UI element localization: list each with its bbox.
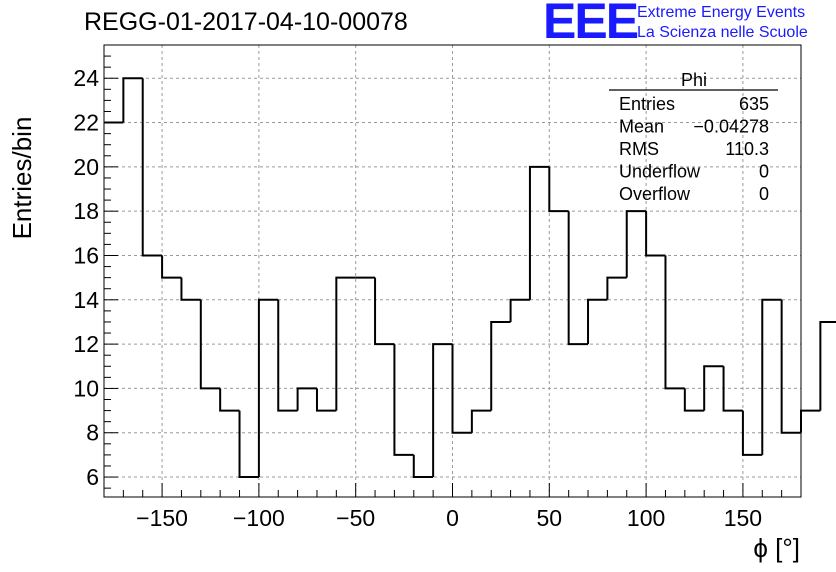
histogram-bin <box>238 410 259 479</box>
y-tick-label: 8 <box>86 420 99 446</box>
stats-row-label: RMS <box>619 139 659 159</box>
stats-row-label: Underflow <box>619 162 701 182</box>
tick-labels: −150 −100 −50 0 50 100 150 6 8 10 12 14 16 18 20 22 24 <box>73 65 762 531</box>
histogram-bin <box>393 344 414 456</box>
y-tick-label: 24 <box>73 65 99 91</box>
histogram-bin <box>722 366 743 412</box>
y-tick-label: 20 <box>73 154 99 180</box>
histogram-series <box>104 77 836 479</box>
y-tick-label: 16 <box>73 242 99 268</box>
histogram-bin <box>606 276 627 300</box>
x-tick-label: 0 <box>446 505 459 531</box>
y-tick-label: 18 <box>73 198 99 224</box>
x-tick-label: −100 <box>233 505 285 531</box>
histogram-bin <box>199 299 221 390</box>
logo-caption-line1: Extreme Energy Events <box>637 4 806 21</box>
y-tick-label: 6 <box>86 464 99 490</box>
logo-caption-line2: La Scienza nelle Scuole <box>637 24 808 41</box>
stats-box: Phi Entries 635 Mean −0.04278 RMS 110.3 Underf… <box>609 70 778 204</box>
histogram-bin <box>703 365 724 411</box>
chart-title: REGG-01-2017-04-10-00078 <box>84 8 408 36</box>
histogram-bin <box>741 410 763 456</box>
histogram-bin <box>490 320 511 411</box>
histogram-bin <box>761 298 782 455</box>
histogram-bin <box>335 276 356 411</box>
histogram-bin <box>296 387 317 411</box>
x-tick-label: 150 <box>724 505 762 531</box>
histogram-bin <box>180 277 201 301</box>
histogram-bin <box>645 211 666 257</box>
x-tick-label: 100 <box>627 505 665 531</box>
stats-row-label: Overflow <box>619 184 691 204</box>
stats-row-value: 0 <box>759 162 769 182</box>
histogram-bin <box>315 388 337 412</box>
histogram-bin <box>277 299 298 412</box>
histogram-bin <box>412 454 434 479</box>
x-tick-label: −150 <box>136 505 188 531</box>
histogram-bin <box>819 320 836 411</box>
y-tick-label: 10 <box>73 375 99 401</box>
stats-row-value: 0 <box>759 184 769 204</box>
y-tick-label: 12 <box>73 331 99 357</box>
histogram-bin <box>161 255 182 279</box>
histogram-bin <box>587 298 608 345</box>
histogram-bin <box>374 277 395 346</box>
histogram-bin <box>470 409 492 433</box>
histogram-bin <box>257 298 279 478</box>
histogram-bin <box>625 210 647 278</box>
y-tick-label: 14 <box>73 287 99 313</box>
histogram-bin <box>432 343 453 478</box>
histogram-bin <box>219 388 240 412</box>
stats-row-value: −0.04278 <box>693 117 769 137</box>
x-tick-label: 50 <box>537 505 563 531</box>
histogram-bin <box>509 298 530 322</box>
histogram-bin <box>567 211 589 346</box>
histogram-bin <box>664 255 685 390</box>
histogram-bin <box>800 409 821 433</box>
histogram-bin <box>122 77 143 123</box>
eee-logo: EEE <box>543 0 639 49</box>
histogram-bin <box>528 165 550 300</box>
stats-title: Phi <box>681 70 707 90</box>
stats-row-value: 110.3 <box>725 139 769 159</box>
stats-row-value: 635 <box>739 94 769 114</box>
histogram-bin <box>548 166 569 213</box>
histogram-bin <box>780 299 801 434</box>
y-tick-label: 22 <box>73 110 99 136</box>
x-tick-label: −50 <box>336 505 375 531</box>
histogram-bin <box>141 78 163 257</box>
histogram-bin <box>683 388 705 412</box>
y-axis-label: Entries/bin <box>7 117 37 240</box>
x-axis-label: ϕ [°] <box>753 533 800 563</box>
histogram-bin <box>451 344 472 434</box>
stats-row-label: Mean <box>619 117 664 137</box>
stats-row-label: Entries <box>619 94 675 114</box>
axis-ticks <box>104 55 783 497</box>
